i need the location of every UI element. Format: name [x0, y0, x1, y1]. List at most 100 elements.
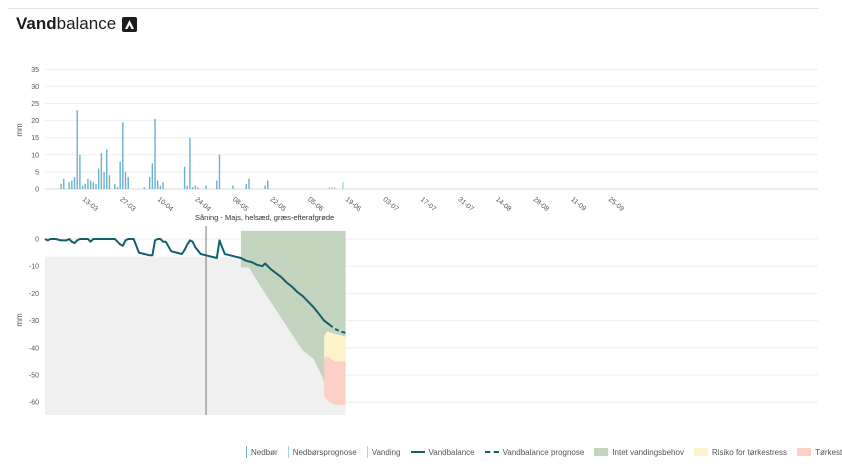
legend-swatch-irrigation: [366, 446, 368, 458]
legend-item-stress[interactable]: Tørkestress: [797, 448, 842, 457]
rain-bar: [248, 178, 250, 189]
rain-bar: [119, 161, 121, 189]
rain-bar: [116, 187, 119, 189]
sowing-label: Såning - Majs, helsæd, græs-efterafgrøde: [195, 213, 334, 222]
legend-label: Risiko for tørkestress: [711, 447, 788, 457]
rain-bar: [114, 183, 116, 189]
legend-label: Nedbør: [251, 447, 278, 457]
balance-y-axis-label: mm: [15, 313, 24, 327]
rain-x-tick-label: 27-03: [118, 196, 136, 213]
water-balance-forecast-line: [328, 323, 346, 334]
legend-label: Vanding: [371, 447, 401, 457]
rain-x-tick-label: 05-06: [306, 196, 324, 213]
rain-y-tick-label: 30: [31, 84, 39, 91]
legend-label: Intet vandingsbehov: [612, 447, 684, 457]
rain-bar: [89, 180, 92, 189]
rain-bar: [71, 180, 73, 189]
rain-bar: [63, 178, 65, 189]
title-bold: Vand: [16, 14, 57, 33]
rain-bar: [159, 185, 162, 189]
rain-y-tick-label: 20: [31, 118, 39, 125]
rain-x-tick-label: 24-04: [193, 196, 211, 213]
rain-bar: [157, 180, 159, 189]
rain-bar: [81, 185, 84, 189]
rain-bar: [186, 185, 188, 189]
rain-forecast-bar: [334, 187, 336, 189]
water-balance-line: [44, 238, 331, 326]
rain-bar: [127, 177, 129, 189]
rain-x-tick-label: 03-07: [381, 196, 399, 213]
legend-item-balance[interactable]: Vandbalance: [410, 447, 475, 457]
rain-y-tick-label: 15: [31, 135, 39, 142]
rain-bar: [76, 110, 78, 189]
rain-bar: [232, 185, 234, 189]
legend-swatch-risk: [693, 448, 708, 456]
rain-y-tick-label: 5: [35, 169, 39, 176]
legend-swatch-rain-forecast: [287, 446, 289, 458]
rain-y-tick-label: 0: [35, 187, 39, 194]
rain-forecast-bar: [342, 182, 344, 189]
rain-bar: [124, 171, 127, 189]
rain-forecast-bar: [328, 187, 331, 189]
legend-item-balance-forecast[interactable]: Vandbalance prognose: [484, 447, 585, 457]
rain-bar: [92, 182, 95, 189]
legend-swatch-stress: [797, 448, 812, 456]
rain-x-tick-label: 10-04: [156, 196, 174, 213]
rain-bar: [267, 180, 269, 189]
rain-x-tick-label: 14-08: [494, 196, 512, 213]
balance-y-tick-label: -10: [29, 264, 39, 271]
rain-bar: [95, 183, 97, 189]
legend-swatch-balance-forecast: [484, 451, 499, 453]
rain-x-tick-label: 13-03: [81, 196, 99, 213]
rain-bar: [264, 185, 266, 189]
rain-bar: [154, 118, 156, 189]
rain-bar: [194, 185, 197, 189]
rain-bar: [108, 175, 111, 189]
rain-bar: [189, 137, 191, 189]
balance-y-tick-label: -20: [29, 291, 39, 298]
legend-item-rain[interactable]: Nedbør: [246, 446, 278, 458]
rain-bar: [97, 168, 100, 189]
rain-forecast-bar: [331, 187, 333, 189]
mountain-logo-icon: [122, 16, 138, 32]
rain-bar: [148, 177, 151, 189]
legend-label: Vandbalance prognose: [502, 447, 585, 457]
no-irrigation-need-area: [240, 230, 346, 392]
rain-bar: [205, 185, 207, 189]
legend-item-no-need[interactable]: Intet vandingsbehov: [594, 448, 684, 457]
balance-y-tick-label: 0: [35, 237, 39, 244]
balance-y-tick-label: -50: [29, 373, 39, 380]
rain-x-tick-label: 25-09: [607, 196, 625, 213]
rain-x-tick-label: 31-07: [456, 196, 474, 213]
drought-risk-area: [324, 331, 346, 362]
rain-bar: [79, 154, 81, 189]
legend-swatch-no-need: [594, 448, 609, 456]
rain-x-tick-label: 17-07: [419, 196, 437, 213]
rain-bar: [60, 183, 62, 189]
rain-bar: [183, 166, 186, 189]
legend-item-irrigation[interactable]: Vanding: [366, 446, 401, 458]
rain-bar: [197, 187, 199, 189]
legend-label: Tørkestress: [815, 447, 842, 457]
rain-bar: [68, 182, 70, 189]
rain-x-tick-label: 22-05: [269, 196, 287, 213]
rain-bar: [245, 183, 247, 189]
chart-legend: Nedbør Nedbørsprognose Vanding Vandbalan…: [246, 446, 842, 458]
legend-label: Vandbalance: [428, 447, 475, 457]
rain-x-tick-label: 08-05: [231, 196, 249, 213]
rain-y-tick-label: 35: [31, 67, 39, 74]
page-title: Vand balance: [16, 14, 138, 34]
rain-bar: [103, 171, 105, 189]
rain-x-tick-label: 11-09: [569, 196, 587, 213]
legend-item-rain-forecast[interactable]: Nedbørsprognose: [287, 446, 357, 458]
drought-stress-area: [324, 355, 346, 405]
legend-item-risk[interactable]: Risiko for tørkestress: [693, 447, 788, 457]
rain-bar: [151, 163, 154, 189]
rain-bar: [84, 183, 86, 189]
rain-bar: [87, 178, 89, 189]
rain-y-tick-label: 25: [31, 101, 39, 108]
rain-y-axis-label: mm: [15, 123, 24, 137]
rain-x-tick-label: 28-08: [532, 196, 550, 213]
balance-y-tick-label: -40: [29, 345, 39, 352]
